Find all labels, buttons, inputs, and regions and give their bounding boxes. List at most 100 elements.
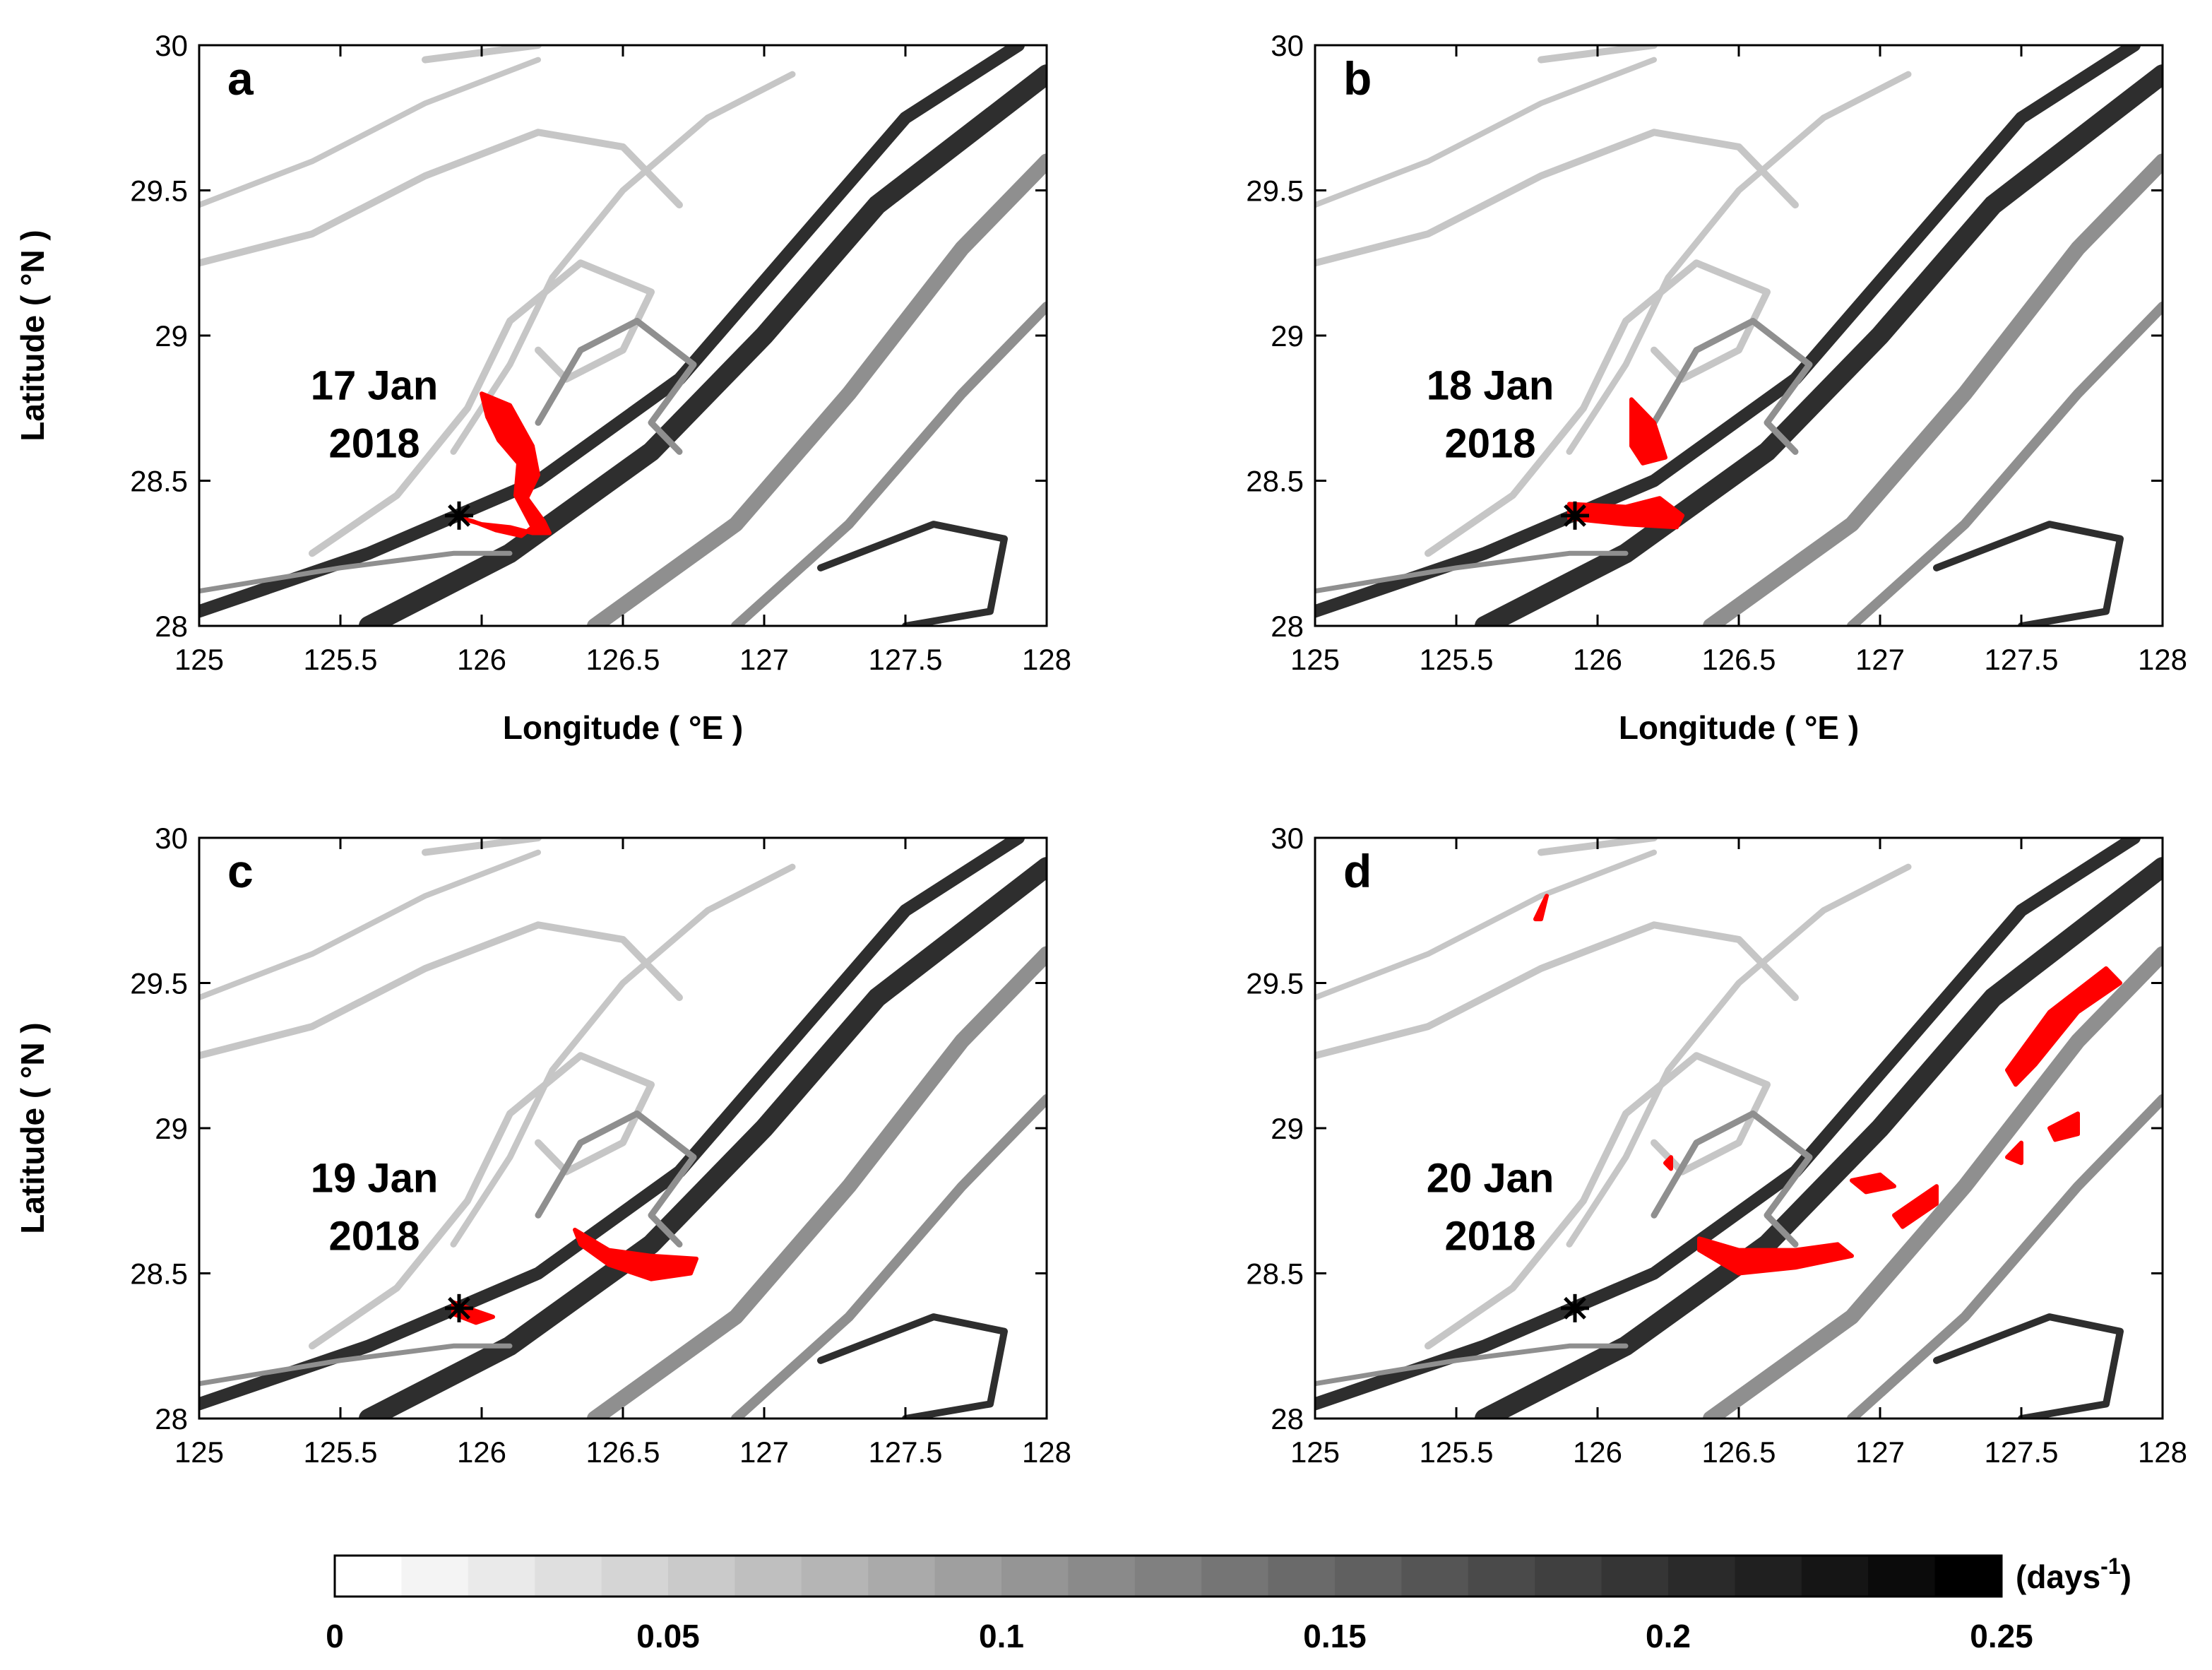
colorbar-swatch: [335, 1556, 402, 1597]
date-label-line1: 20 Jan: [1427, 1155, 1554, 1201]
particle-patch: [2005, 1140, 2023, 1166]
x-tick-label: 128: [2138, 1435, 2187, 1469]
x-tick-label: 128: [1022, 1435, 1071, 1469]
colorbar-swatch: [601, 1556, 669, 1597]
release-point-marker: [445, 1293, 473, 1322]
date-label-line2: 2018: [328, 1214, 420, 1260]
ftle-ridge: [1933, 521, 2124, 626]
colorbar-tick-label: 0.15: [1303, 1618, 1367, 1654]
x-tick-label: 126: [1573, 643, 1622, 676]
colorbar-swatch: [1468, 1556, 1535, 1597]
x-tick-label: 126.5: [585, 643, 660, 676]
colorbar-tick-label: 0.2: [1646, 1618, 1691, 1654]
ftle-ridge: [359, 64, 1047, 626]
ftle-ridge: [199, 1343, 513, 1387]
ftle-field: [1315, 838, 2163, 1419]
date-label-line2: 2018: [328, 421, 420, 467]
particle-patch: [1850, 1172, 1896, 1195]
y-tick-label: 28: [155, 610, 188, 643]
ftle-ridge: [817, 521, 1008, 626]
y-tick-label: 29: [155, 319, 188, 353]
ftle-ridge: [1425, 1052, 1771, 1350]
ftle-ridge: [731, 1094, 1047, 1419]
y-tick-label: 28: [1271, 1402, 1304, 1435]
particle-patch: [1533, 894, 1549, 922]
particle-patch: [1697, 1236, 1854, 1276]
release-point-marker: [1561, 501, 1589, 530]
ftle-ridge: [199, 849, 541, 1001]
ftle-ridge: [359, 857, 1047, 1419]
x-tick-label: 127.5: [1984, 643, 2058, 676]
ftle-ridge: [1847, 301, 2163, 626]
colorbar-swatch: [1068, 1556, 1136, 1597]
y-tick-label: 29.5: [1246, 967, 1304, 1000]
ftle-ridge: [450, 863, 796, 1248]
x-axis-title: Longitude ( °E ): [503, 709, 743, 746]
ftle-ridge: [450, 71, 796, 455]
y-axis-title: Latitude ( °N ): [14, 230, 51, 441]
ftle-ridge: [1703, 153, 2163, 626]
panel-letter: c: [227, 845, 254, 897]
x-tick-label: 127: [739, 1435, 789, 1469]
ftle-ridge: [1651, 317, 1813, 455]
colorbar-swatch: [1735, 1556, 1802, 1597]
ftle-ridge: [731, 301, 1047, 626]
x-tick-label: 126: [1573, 1435, 1622, 1469]
ftle-ridge: [587, 946, 1047, 1419]
ftle-ridge: [535, 317, 697, 455]
x-tick-label: 126: [457, 643, 506, 676]
ftle-ridge: [199, 129, 683, 267]
colorbar-swatch: [1268, 1556, 1336, 1597]
colorbar-tick-label: 0.25: [1970, 1618, 2033, 1654]
x-tick-label: 127.5: [1984, 1435, 2058, 1469]
colorbar-tick-label: 0.1: [979, 1618, 1024, 1654]
colorbar-swatch: [668, 1556, 735, 1597]
x-axis-title: Longitude ( °E ): [1619, 709, 1859, 746]
colorbar-tick-label: 0: [326, 1618, 344, 1654]
colorbar-swatch: [1801, 1556, 1869, 1597]
ftle-ridge: [535, 1110, 697, 1248]
colorbar-swatch: [1668, 1556, 1735, 1597]
x-tick-label: 125: [174, 1435, 224, 1469]
particle-patch: [573, 1227, 698, 1281]
x-tick-label: 127: [739, 643, 789, 676]
colorbar-swatch: [1335, 1556, 1402, 1597]
ftle-ridge: [309, 1052, 655, 1350]
x-tick-label: 126.5: [1701, 1435, 1776, 1469]
x-tick-label: 125: [1290, 1435, 1340, 1469]
y-tick-label: 29.5: [1246, 174, 1304, 208]
colorbar-frame: [333, 1554, 2003, 1598]
y-tick-label: 30: [155, 822, 188, 855]
x-tick-label: 126: [457, 1435, 506, 1469]
x-tick-label: 125.5: [1419, 1435, 1493, 1469]
plot-area: [199, 45, 1047, 626]
ftle-ridge: [817, 1313, 1008, 1419]
x-tick-label: 127.5: [868, 1435, 942, 1469]
date-label-line1: 19 Jan: [311, 1155, 439, 1201]
date-label-line2: 2018: [1444, 1214, 1535, 1260]
x-tick-label: 125.5: [303, 643, 377, 676]
colorbar: 0 0.05 0.1 0.15 0.2 0.25 (days-1): [326, 1553, 2131, 1654]
colorbar-swatch: [401, 1556, 469, 1597]
colorbar-swatch: [934, 1556, 1002, 1597]
date-label-line1: 18 Jan: [1427, 362, 1554, 408]
ftle-ridge: [1315, 1343, 1629, 1387]
panel-a: 125 125.5 126 126.5 127 127.5 128 28 28.5 29 29.5 3…: [14, 29, 1071, 746]
ftle-field: [199, 838, 1047, 1419]
y-tick-label: 29: [1271, 1112, 1304, 1145]
panel-letter: a: [227, 52, 254, 105]
y-axis-title: Latitude ( °N ): [14, 1022, 51, 1233]
ftle-ridge: [199, 57, 541, 208]
colorbar-swatch: [468, 1556, 535, 1597]
x-tick-label: 126.5: [1701, 643, 1776, 676]
x-tick-label: 125: [174, 643, 224, 676]
colorbar-swatch: [535, 1556, 602, 1597]
ftle-ridge: [1315, 129, 1799, 267]
plot-area: [1315, 45, 2163, 626]
y-tick-label: 30: [1271, 822, 1304, 855]
y-tick-label: 28.5: [1246, 1257, 1304, 1291]
colorbar-units: (days-1): [2016, 1553, 2131, 1595]
ftle-field: [1315, 45, 2163, 626]
x-tick-label: 125.5: [303, 1435, 377, 1469]
